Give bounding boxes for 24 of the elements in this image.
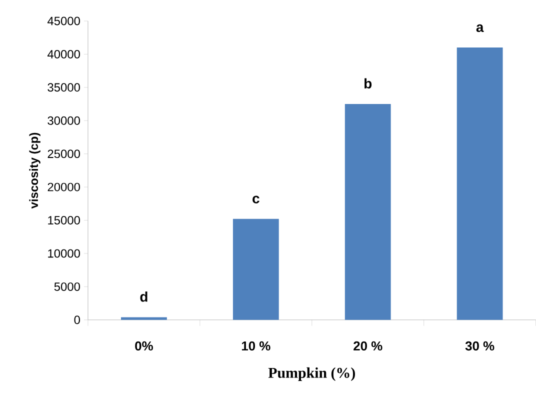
- x-tick-label: 10 %: [242, 341, 270, 351]
- bar: [232, 219, 279, 320]
- y-tick-label: 15000: [48, 216, 80, 225]
- y-tick-label: 30000: [48, 116, 80, 125]
- y-tick-label: 40000: [48, 50, 80, 58]
- annotation: d: [140, 292, 148, 302]
- y-tick-label: 0: [74, 316, 80, 324]
- y-tick-label: 45000: [48, 16, 80, 26]
- y-tick-label: 5000: [54, 282, 80, 291]
- bar: [121, 317, 167, 320]
- annotation: c: [252, 196, 260, 204]
- y-tick-label: 35000: [48, 83, 80, 92]
- bar: [456, 48, 503, 320]
- y-tick-label: 10000: [48, 249, 80, 258]
- bar: [344, 104, 391, 320]
- y-tick-label: 20000: [48, 182, 80, 192]
- x-tick-label: 20 %: [354, 341, 382, 351]
- y-tick-label: 25000: [48, 150, 80, 158]
- x-tick-label: 0%: [135, 341, 153, 351]
- annotation: a: [476, 24, 484, 32]
- x-axis-title: Pumpkin (%): [268, 368, 355, 382]
- annotation: b: [364, 78, 372, 89]
- y-axis-title: viscosity (cp): [29, 132, 40, 209]
- x-tick-label: 30 %: [465, 341, 494, 351]
